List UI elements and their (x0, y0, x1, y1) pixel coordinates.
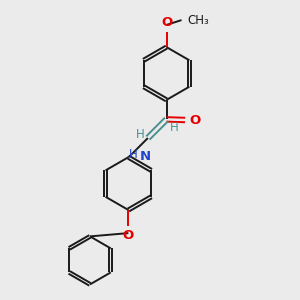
Text: H: H (170, 121, 179, 134)
Text: H: H (128, 148, 137, 161)
Text: O: O (161, 16, 172, 29)
Text: H: H (136, 128, 144, 141)
Text: O: O (123, 229, 134, 242)
Text: O: O (189, 113, 200, 127)
Text: CH₃: CH₃ (187, 14, 209, 27)
Text: N: N (140, 150, 152, 163)
